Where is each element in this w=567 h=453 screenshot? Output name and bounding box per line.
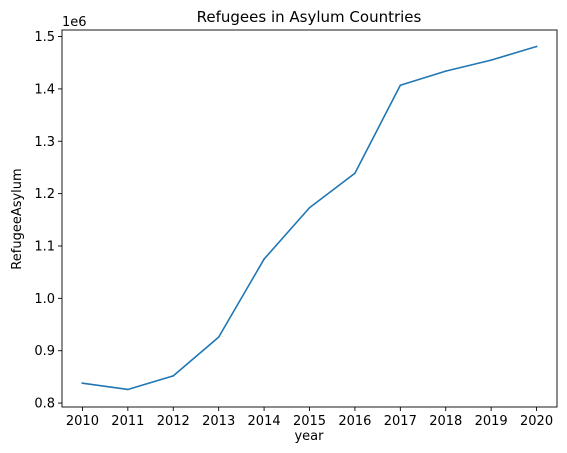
data-point [399, 84, 402, 87]
x-tick-label: 2017 [384, 414, 417, 429]
y-tick-label: 0.8 [34, 397, 55, 412]
y-tick-label: 1.3 [34, 135, 55, 150]
plot-area: 2010 2011 2012 2013 2014 2015 2016 2017 2018 2019… [34, 29, 558, 429]
data-point [444, 70, 447, 72]
data-point [217, 336, 220, 338]
x-tick-label: 2012 [157, 414, 190, 429]
y-axis-offset-label: 1e6 [62, 15, 87, 30]
x-tick-label: 2018 [429, 414, 462, 429]
y-tick-label: 1.2 [34, 187, 55, 202]
data-point [263, 258, 265, 260]
data-point [172, 375, 175, 377]
y-tick-label: 1.4 [34, 82, 55, 97]
data-point [308, 206, 311, 209]
x-axis-title: year [294, 429, 324, 444]
y-tick-label: 0.9 [34, 344, 55, 359]
y-tick-label: 1.5 [34, 30, 55, 45]
x-tick-label: 2020 [520, 414, 553, 429]
chart-title: Refugees in Asylum Countries [197, 8, 422, 26]
data-point [354, 172, 356, 175]
x-tick-label: 2014 [248, 414, 281, 429]
plot-frame [61, 29, 558, 408]
x-tick-label: 2016 [338, 414, 371, 429]
y-tick-label: 1.0 [34, 292, 55, 307]
y-axis-title: RefugeeAsylum [10, 168, 25, 269]
x-tick-label: 2013 [202, 414, 235, 429]
y-tick-label: 1.1 [34, 239, 55, 254]
series-line [81, 45, 538, 391]
x-tick-label: 2010 [66, 414, 99, 429]
data-point [535, 45, 538, 48]
x-tick-label: 2011 [111, 414, 144, 429]
x-tick-label: 2015 [293, 414, 326, 429]
data-point [490, 59, 492, 61]
x-tick-label: 2019 [475, 414, 508, 429]
data-point [81, 382, 84, 384]
data-point [127, 388, 129, 391]
